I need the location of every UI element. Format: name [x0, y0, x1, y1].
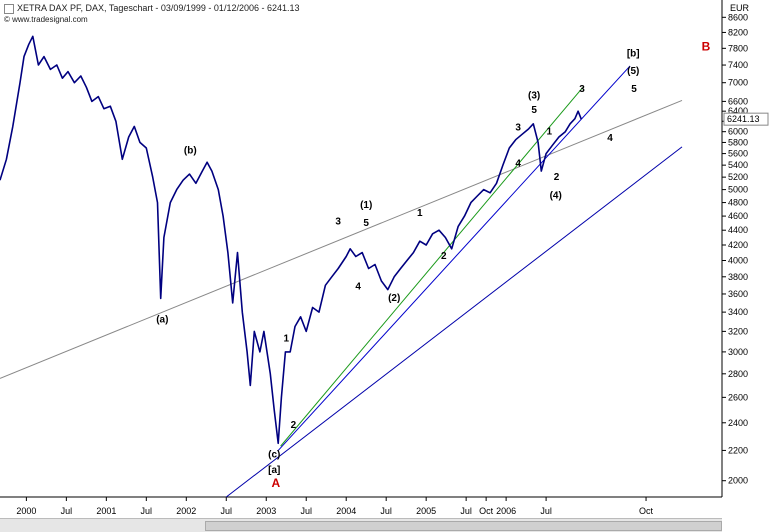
last-value-label: 6241.13 — [727, 114, 760, 124]
x-tick-label: Jul — [300, 506, 312, 516]
wave-label: 5 — [631, 84, 637, 95]
trendline — [0, 99, 683, 379]
wave-label: (2) — [388, 293, 400, 304]
wave-label: 1 — [283, 333, 289, 344]
chart-title: XETRA DAX PF, DAX, Tageschart - 03/09/19… — [4, 3, 300, 14]
y-tick-label: 3200 — [728, 326, 748, 336]
wave-label: 5 — [363, 218, 369, 229]
wave-label: 2 — [291, 420, 297, 431]
y-tick-label: 2400 — [728, 418, 748, 428]
y-tick-label: 4800 — [728, 198, 748, 208]
source-label: © www.tradesignal.com — [4, 15, 88, 24]
x-tick-label: Oct — [639, 506, 654, 516]
x-tick-label: Jul — [61, 506, 73, 516]
chart-icon — [4, 3, 14, 14]
y-tick-label: 8200 — [728, 27, 748, 37]
y-tick-label: 8600 — [728, 12, 748, 22]
y-tick-label: 6000 — [728, 127, 748, 137]
wave-label: 3 — [579, 84, 585, 95]
y-tick-label: 5800 — [728, 137, 748, 147]
y-tick-label: 5600 — [728, 149, 748, 159]
x-tick-label: Jul — [141, 506, 153, 516]
wave-label: (c) — [268, 450, 280, 461]
x-tick-label: Jul — [460, 506, 472, 516]
x-tick-label: 2004 — [336, 506, 356, 516]
y-tick-label: 7400 — [728, 60, 748, 70]
y-tick-label: 2800 — [728, 369, 748, 379]
trendline — [225, 146, 683, 498]
price-line — [0, 35, 583, 445]
x-tick-label: Jul — [540, 506, 552, 516]
y-tick-label: 3800 — [728, 272, 748, 282]
y-tick-label: 6400 — [728, 106, 748, 116]
wave-label: (1) — [360, 200, 372, 211]
horizontal-scrollbar[interactable] — [0, 518, 722, 532]
wave-label: [a] — [268, 465, 280, 476]
x-tick-label: Oct — [479, 506, 494, 516]
x-tick-label: 2006 — [496, 506, 516, 516]
y-tick-label: 4400 — [728, 225, 748, 235]
wave-label: 1 — [417, 208, 423, 219]
x-tick-label: 2001 — [96, 506, 116, 516]
wave-label: (4) — [550, 191, 562, 202]
y-tick-label: 7000 — [728, 78, 748, 88]
y-unit-label: EUR — [730, 3, 750, 13]
wave-label: B — [702, 39, 711, 53]
y-tick-label: 2200 — [728, 445, 748, 455]
x-tick-label: Jul — [380, 506, 392, 516]
y-tick-label: 4600 — [728, 211, 748, 221]
x-tick-label: 2000 — [16, 506, 36, 516]
trendline — [277, 65, 631, 451]
wave-label: 4 — [355, 282, 361, 293]
y-tick-label: 3000 — [728, 347, 748, 357]
y-tick-label: 2600 — [728, 392, 748, 402]
last-value-box — [723, 112, 769, 126]
y-tick-label: 5000 — [728, 185, 748, 195]
scroll-thumb[interactable] — [205, 521, 722, 531]
x-tick-label: Jul — [221, 506, 233, 516]
y-tick-label: 6600 — [728, 96, 748, 106]
wave-label: (3) — [528, 91, 540, 102]
wave-label: (a) — [156, 315, 168, 326]
wave-label: 2 — [441, 251, 447, 262]
wave-label: 5 — [531, 105, 537, 116]
y-tick-label: 2000 — [728, 476, 748, 486]
wave-label: 3 — [335, 216, 341, 227]
y-tick-label: 5400 — [728, 160, 748, 170]
trendline — [280, 86, 584, 447]
y-tick-label: 3400 — [728, 307, 748, 317]
wave-label: (b) — [184, 146, 197, 157]
wave-label: 2 — [554, 172, 560, 183]
wave-label: 4 — [515, 158, 521, 169]
x-tick-label: 2005 — [416, 506, 436, 516]
wave-label: 4 — [607, 133, 613, 144]
wave-label: [b] — [627, 49, 640, 60]
wave-label: A — [272, 476, 281, 490]
y-tick-label: 4000 — [728, 255, 748, 265]
x-tick-label: 2002 — [176, 506, 196, 516]
y-tick-label: 7800 — [728, 43, 748, 53]
wave-label: 3 — [515, 123, 521, 134]
wave-label: (5) — [627, 66, 639, 77]
wave-label: 1 — [547, 126, 553, 137]
y-tick-label: 4200 — [728, 240, 748, 250]
y-tick-label: 3600 — [728, 289, 748, 299]
y-tick-label: 5200 — [728, 172, 748, 182]
x-tick-label: 2003 — [256, 506, 276, 516]
